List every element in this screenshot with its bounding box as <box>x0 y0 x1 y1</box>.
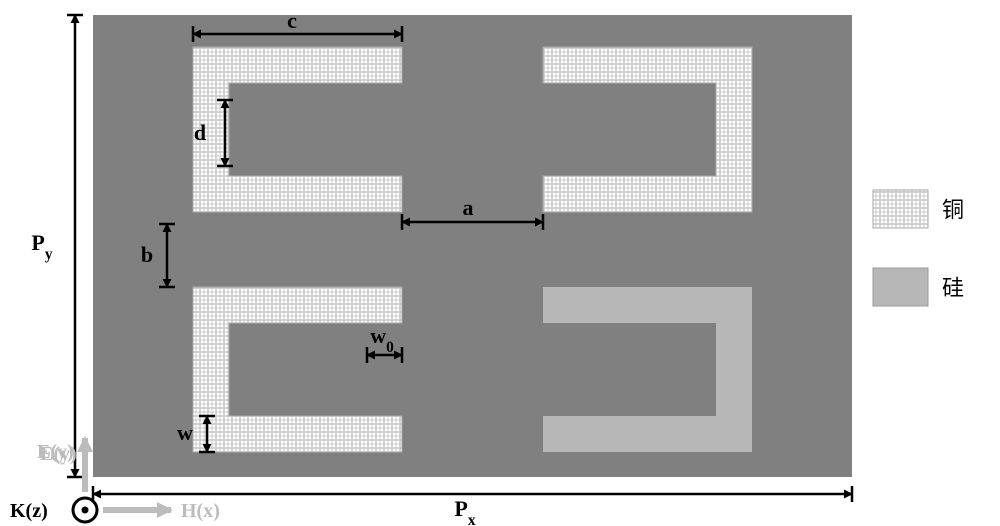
dim-label: b <box>141 242 153 267</box>
axis-label-kz: K(z) <box>10 500 48 522</box>
legend-label-silicon: 硅 <box>942 275 964 300</box>
dim <box>67 15 83 477</box>
dim-label: Py <box>31 230 52 263</box>
kz-dot-icon <box>82 507 89 514</box>
figure: PyPxcdabw0wE(y)H(x)K(z)E(y)铜硅 <box>0 0 1000 526</box>
dim-label: c <box>287 8 297 33</box>
dim-label: w <box>177 420 193 445</box>
legend-swatch-copper <box>873 190 928 228</box>
axis-label-h: H(x) <box>181 500 220 522</box>
dim-label: d <box>194 120 206 145</box>
figure-svg: PyPxcdabw0wE(y)H(x)K(z)E(y)铜硅 <box>0 0 1000 526</box>
dim-label: a <box>463 195 474 220</box>
legend-label-copper: 铜 <box>942 197 964 222</box>
axis-label-e: E(y) <box>37 441 74 463</box>
dim-label: Px <box>454 496 475 526</box>
legend-swatch-silicon <box>873 268 928 306</box>
